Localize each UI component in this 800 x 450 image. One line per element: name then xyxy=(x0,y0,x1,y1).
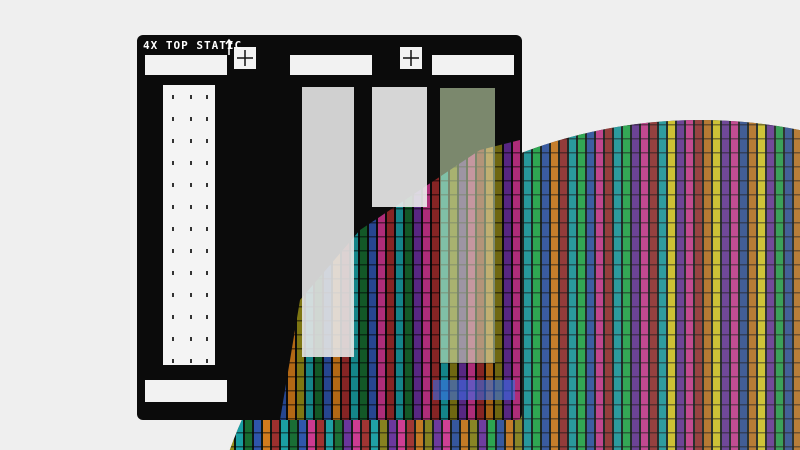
mask-mark xyxy=(172,139,174,143)
wafer-die-stripe xyxy=(495,140,502,420)
mask-mark xyxy=(172,271,174,275)
mask-mark xyxy=(206,117,208,121)
mask-mark xyxy=(206,139,208,143)
wafer-die-stripe xyxy=(396,140,403,420)
wafer-grid-line xyxy=(280,362,520,364)
mask-mark xyxy=(172,161,174,165)
wafer-grid-line xyxy=(280,348,520,350)
mask-mark xyxy=(190,183,192,187)
mask-mark xyxy=(190,293,192,297)
wafer-die-stripe xyxy=(351,140,358,420)
wafer-grid-line xyxy=(280,376,520,378)
wafer-die-stripe xyxy=(513,140,520,420)
mask-mark xyxy=(206,359,208,363)
mask-mark xyxy=(172,227,174,231)
mask-mark xyxy=(206,271,208,275)
wafer-grid-line xyxy=(280,222,520,224)
mask-mark xyxy=(190,271,192,275)
mask-mark xyxy=(206,315,208,319)
mask-mark xyxy=(190,227,192,231)
mask-mark xyxy=(190,161,192,165)
mask-mark xyxy=(190,359,192,363)
mask-mark xyxy=(172,95,174,99)
wafer-die-stripe xyxy=(405,140,412,420)
mask-mark xyxy=(172,359,174,363)
mask-mark xyxy=(190,139,192,143)
wafer-grid-line xyxy=(280,250,520,252)
mask-label: 4X TOP STATIC xyxy=(143,39,243,52)
wafer-grid-line xyxy=(280,208,520,210)
mask-mark xyxy=(190,95,192,99)
wafer-grid-line xyxy=(280,264,520,266)
photomask xyxy=(137,35,522,420)
wafer-die-stripe xyxy=(432,140,439,420)
wafer-die-stripe xyxy=(423,140,430,420)
mask-mark xyxy=(206,161,208,165)
mask-mark xyxy=(172,315,174,319)
mask-mark xyxy=(206,337,208,341)
wafer-grid-line xyxy=(280,390,520,392)
wafer-die-stripe xyxy=(369,140,376,420)
wafer-grid-line xyxy=(280,236,520,238)
wafer-grid-line xyxy=(280,320,520,322)
mask-mark xyxy=(172,337,174,341)
wafer-grid-line xyxy=(280,418,520,420)
mask-mark xyxy=(206,293,208,297)
mask-mark xyxy=(172,293,174,297)
wafer-die-stripe xyxy=(387,140,394,420)
wafer-die-stripe xyxy=(504,140,511,420)
mask-mark xyxy=(190,315,192,319)
wafer-grid-line xyxy=(280,404,520,406)
mask-mark xyxy=(190,117,192,121)
mask-mark xyxy=(172,183,174,187)
mask-mark xyxy=(206,205,208,209)
wafer-grid-line xyxy=(280,306,520,308)
wafer-grid-line xyxy=(280,278,520,280)
mask-mark xyxy=(172,117,174,121)
wafer-die-stripe xyxy=(378,140,385,420)
mask-mark xyxy=(190,249,192,253)
wafer-grid-line xyxy=(280,292,520,294)
wafer-grid-line xyxy=(280,334,520,336)
wafer-die-stripe xyxy=(414,140,421,420)
mask-mark xyxy=(206,95,208,99)
wafer-die-stripe xyxy=(360,140,367,420)
mask-mark xyxy=(206,249,208,253)
mask-mark xyxy=(206,183,208,187)
mask-mark xyxy=(190,337,192,341)
mask-mark xyxy=(190,205,192,209)
mask-mark xyxy=(206,227,208,231)
mask-mark xyxy=(172,249,174,253)
mask-mark xyxy=(172,205,174,209)
